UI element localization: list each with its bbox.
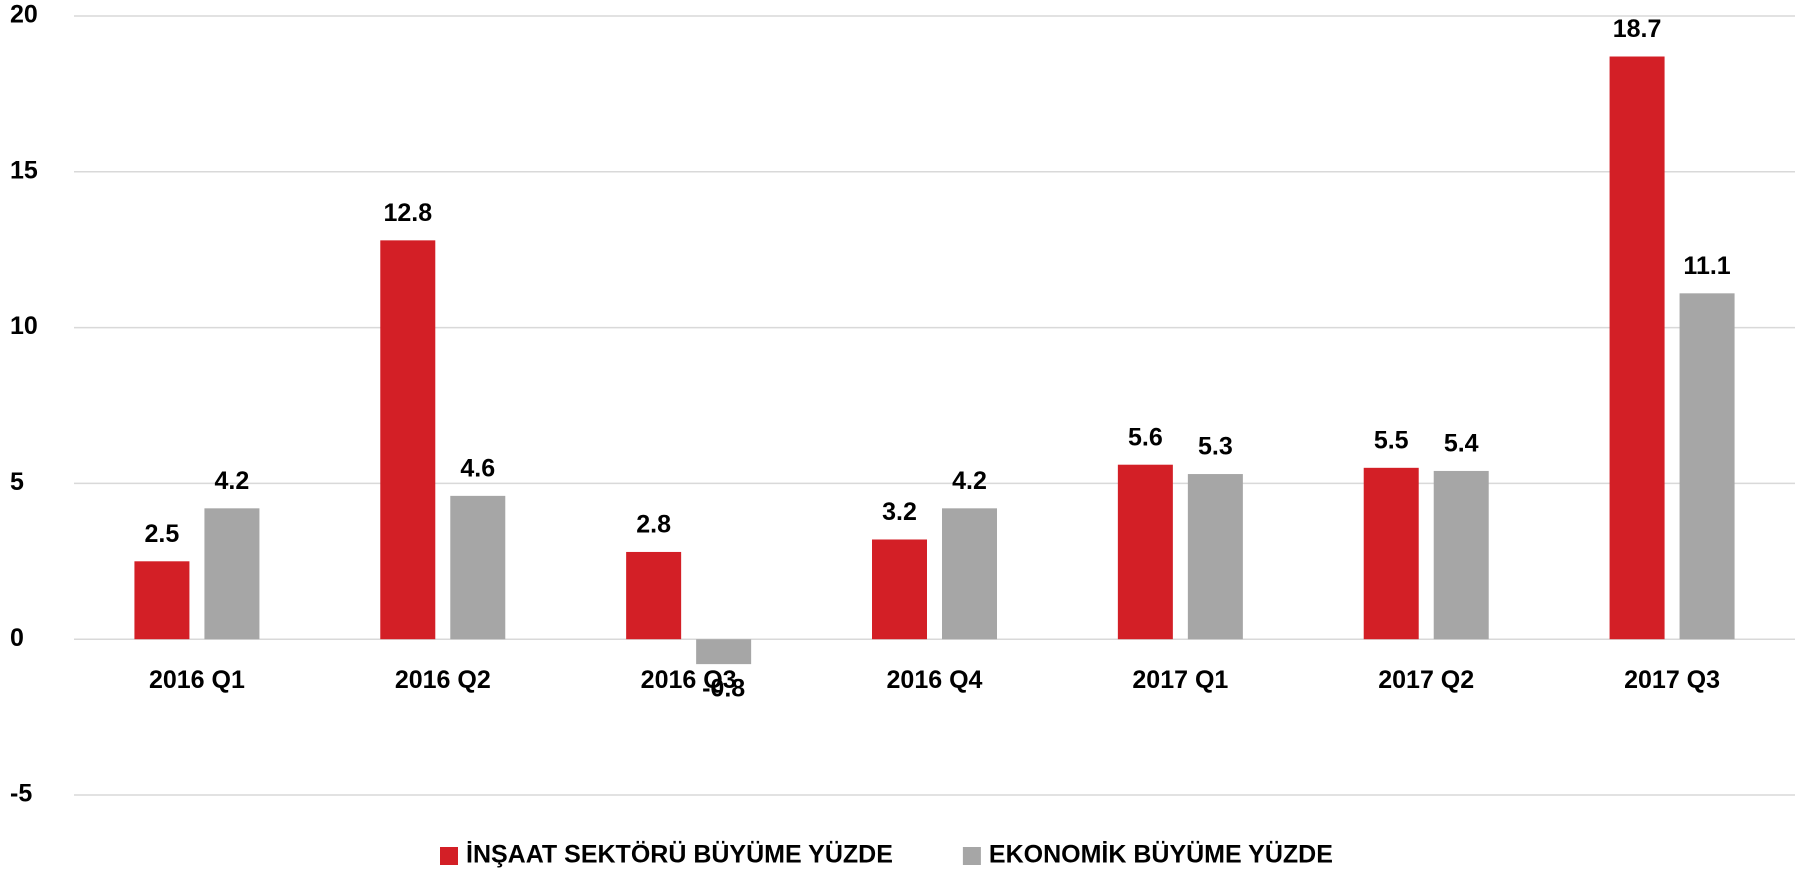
x-tick-label: 2016 Q1 (149, 666, 245, 694)
x-tick-label: 2016 Q3 (641, 666, 737, 694)
bar (1609, 56, 1665, 640)
bar (942, 508, 997, 640)
bar (872, 539, 927, 640)
value-label: 3.2 (882, 498, 917, 526)
y-tick-label: 20 (10, 1, 38, 29)
bar (626, 551, 682, 640)
bar (696, 639, 752, 665)
bar (1117, 464, 1173, 640)
y-tick-label: 0 (10, 624, 24, 652)
bar (1679, 293, 1735, 640)
x-tick-label: 2016 Q2 (395, 666, 491, 694)
value-label: 11.1 (1683, 252, 1730, 280)
y-tick-label: -5 (10, 780, 32, 808)
x-tick-label: 2016 Q4 (887, 666, 983, 694)
legend-label: EKONOMİK BÜYÜME YÜZDE (989, 840, 1333, 869)
y-tick-label: 5 (10, 468, 24, 496)
value-label: 2.5 (145, 520, 180, 548)
value-label: -0.8 (702, 675, 745, 703)
value-label: 4.2 (952, 467, 987, 495)
bar (1187, 474, 1243, 640)
value-label: 5.6 (1128, 423, 1163, 451)
value-label: 5.4 (1444, 430, 1479, 458)
x-tick-label: 2017 Q2 (1378, 666, 1474, 694)
x-tick-label: 2017 Q3 (1624, 666, 1720, 694)
bar (134, 561, 190, 640)
legend-swatch (440, 847, 458, 865)
value-label: 5.5 (1374, 426, 1409, 454)
value-label: 5.3 (1198, 433, 1233, 461)
value-label: 4.6 (460, 454, 495, 482)
y-tick-label: 15 (10, 156, 38, 184)
bar (1433, 470, 1489, 640)
legend-swatch (962, 847, 981, 865)
value-label: 2.8 (636, 511, 671, 539)
bar (204, 508, 260, 640)
bar (1363, 467, 1419, 640)
bar (380, 240, 436, 640)
value-label: 4.2 (215, 467, 250, 495)
value-label: 18.7 (1613, 15, 1662, 43)
bar (450, 495, 506, 640)
x-tick-label: 2017 Q1 (1132, 666, 1228, 694)
y-tick-label: 10 (10, 312, 38, 340)
legend-label: İNŞAAT SEKTÖRÜ BÜYÜME YÜZDE (466, 840, 893, 869)
value-label: 12.8 (383, 199, 432, 227)
